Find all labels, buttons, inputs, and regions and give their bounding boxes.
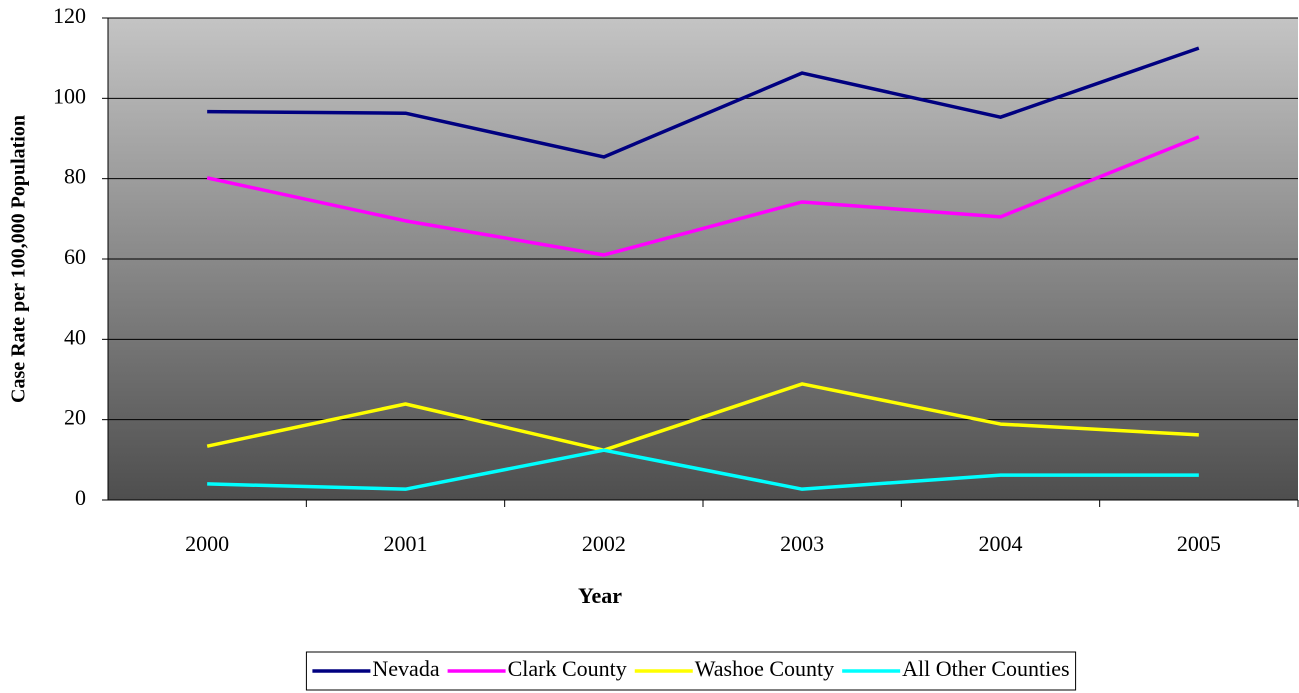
y-tick-label: 60 bbox=[64, 244, 86, 269]
legend-label: All Other Counties bbox=[902, 656, 1069, 681]
y-tick-label: 80 bbox=[64, 164, 86, 189]
x-tick-label: 2001 bbox=[384, 531, 428, 556]
y-tick-label: 120 bbox=[53, 3, 86, 28]
x-tick-label: 2004 bbox=[979, 531, 1023, 556]
y-tick-label: 20 bbox=[64, 405, 86, 430]
series-line bbox=[206, 135, 1200, 257]
legend-label: Nevada bbox=[372, 656, 439, 681]
y-tick-label: 100 bbox=[53, 83, 86, 108]
series-line bbox=[206, 382, 1199, 452]
y-tick-label: 0 bbox=[75, 485, 86, 510]
y-tick-label: 40 bbox=[64, 324, 86, 349]
legend-label: Washoe County bbox=[695, 656, 834, 681]
x-tick-label: 2003 bbox=[780, 531, 824, 556]
series-line bbox=[207, 448, 1199, 491]
x-axis-title: Year bbox=[578, 583, 622, 608]
y-axis-title: Case Rate per 100,000 Population bbox=[8, 115, 30, 403]
series-line bbox=[207, 46, 1200, 159]
x-tick-label: 2005 bbox=[1177, 531, 1221, 556]
x-tick-label: 2002 bbox=[582, 531, 626, 556]
x-tick-label: 2000 bbox=[185, 531, 229, 556]
legend-label: Clark County bbox=[508, 656, 627, 681]
